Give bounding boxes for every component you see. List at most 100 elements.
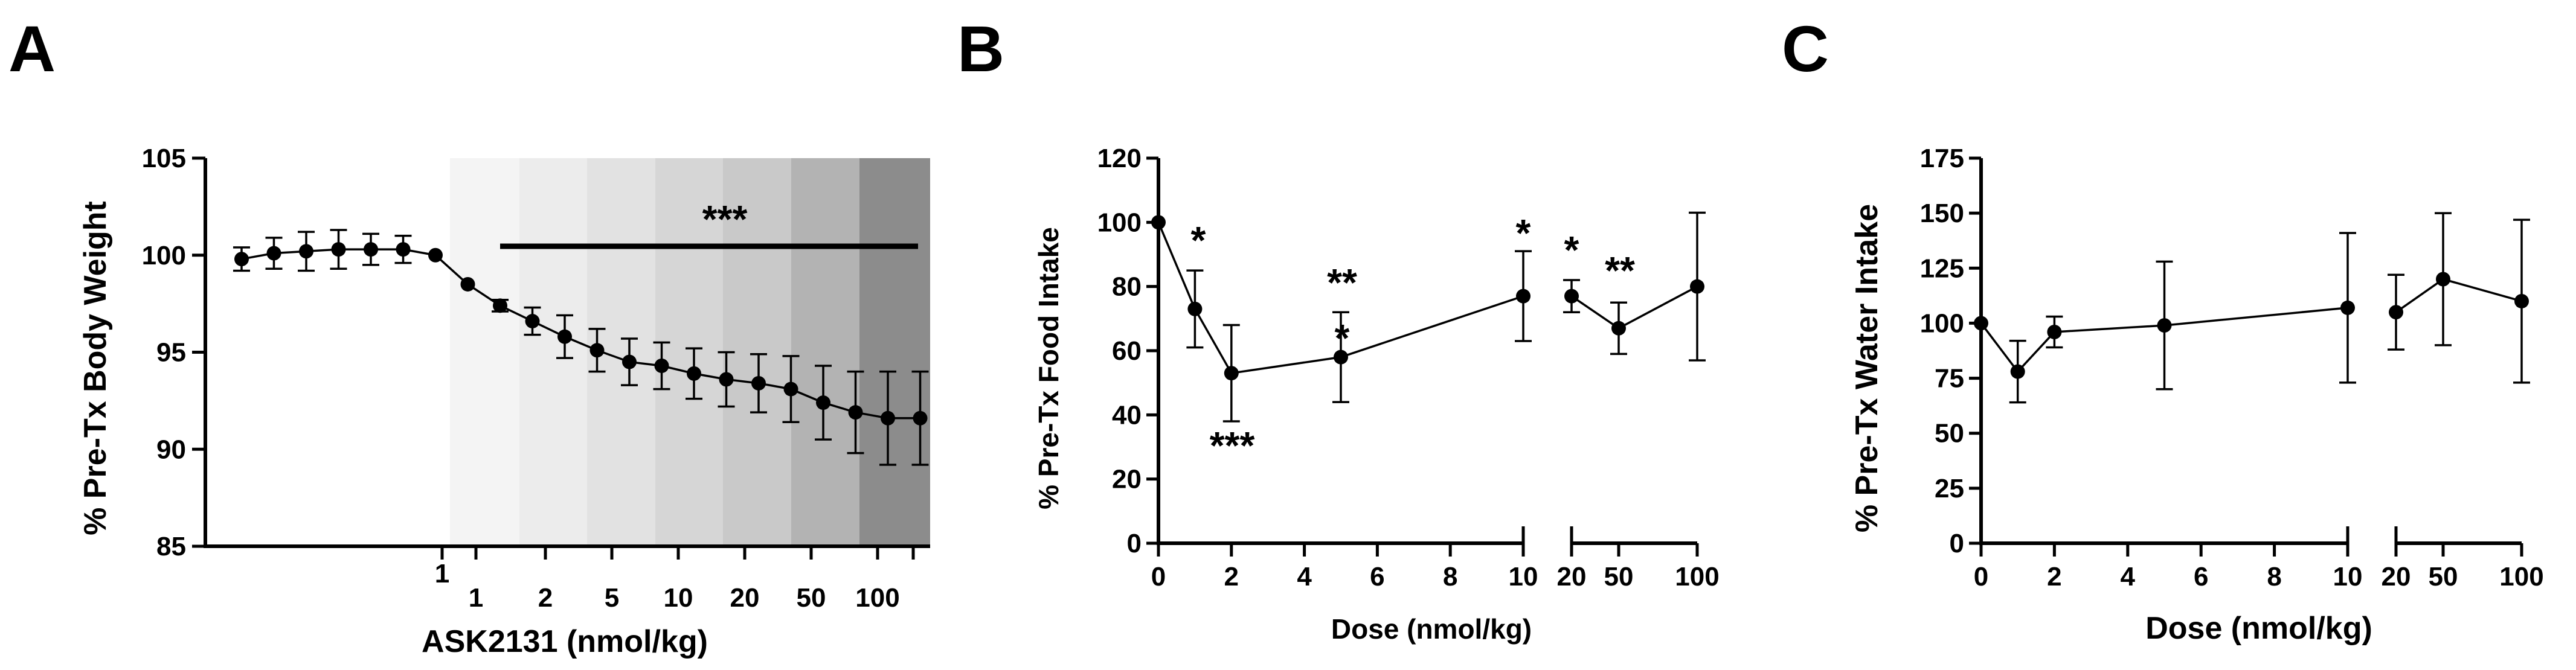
panel-b-data-point [1334,349,1348,365]
panel-a-chart: 85 90 95 100 105 11 2 5 10 20 50 100 *** [142,144,930,613]
panel-letter-a: A [8,12,56,85]
panel-a-data-point [881,410,895,426]
panel-a-data-point [331,242,346,257]
panel-a-dose-band [791,158,859,546]
panel-b-significance-label: * [1191,219,1206,262]
panel-c-chart: 0 25 50 75 100 125 150 175 0 2 4 6 8 10 20 50 100 [1920,144,2544,592]
panel-b-significance-label: ** [1327,261,1357,304]
panel-a-y-axis-title: % Pre-Tx Body Weight [78,201,113,535]
panel-b-data-point [1564,289,1579,304]
panel-a-data-point [299,244,313,259]
panel-a-data-point [816,395,830,410]
panel-b-x-tick-label: 2 [1224,562,1239,592]
panel-b-significance-label: *** [1210,424,1255,467]
panel-c-x-tick-label: 6 [2194,562,2208,592]
panel-a-x-tick-label: 1 [469,583,483,613]
panel-a-y-tick-label: 105 [142,144,186,173]
panel-a-x-tick-label: 100 [855,583,899,613]
panel-a-data-point [654,359,669,374]
panel-c-x-tick-label: 0 [1974,562,1988,592]
panel-a-y-tick-label: 85 [156,532,186,561]
panel-c-data-point [2389,305,2403,320]
panel-c-x-tick-label: 10 [2333,562,2363,592]
panel-a-x-tick-label: 20 [730,583,760,613]
panel-b-y-axis-title: % Pre-Tx Food Intake [1033,227,1064,509]
panel-b-series-line-right [1571,286,1698,330]
panel-a-x-tick-label: 5 [605,583,619,613]
panel-a-data-point [622,354,637,369]
panel-a-x-tick-label: 2 [538,583,553,613]
panel-b-x-tick-label: 4 [1297,562,1312,592]
panel-a-x-axis-title: ASK2131 (nmol/kg) [422,624,708,659]
panel-b-y-tick-label: 0 [1127,529,1142,558]
panel-b-x-axis-title: Dose (nmol/kg) [1331,613,1532,645]
panel-c-series-line-right [2395,278,2522,313]
panel-a-dose-band [519,158,587,546]
panel-b-data-point [1611,321,1626,336]
panel-a-data-point [234,252,249,267]
panel-letter-c: C [1782,12,1829,85]
panel-c-data-point [2436,272,2450,287]
panel-a-y-tick-label: 90 [156,435,186,464]
panel-a-dose-band [450,158,519,546]
panel-b-x-tick-label: 20 [1557,562,1587,592]
panel-a-data-point [751,375,766,391]
panel-a-data-point [266,246,281,261]
panel-b-x-tick-label: 10 [1509,562,1538,592]
panel-a-data-point [493,298,507,313]
panel-b-significance-label: ** [1605,249,1635,292]
panel-a-data-point [525,314,540,329]
panel-a-series-line [241,248,920,420]
panel-b-significance-label: * [1516,211,1531,255]
panel-c-x-tick-label: 100 [2499,562,2543,592]
panel-b-data-point [1187,301,1203,316]
panel-b-x-tick-label: 100 [1675,562,1719,592]
panel-a-data-point [783,381,798,397]
panel-b-y-tick-label: 40 [1112,400,1142,430]
panel-b-y-tick-label: 80 [1112,272,1142,302]
panel-c-x-tick-label: 50 [2429,562,2458,592]
panel-c-data-point [1974,316,1988,331]
panel-a-data-point [557,329,572,344]
panel-b-y-tick-label: 120 [1097,144,1142,173]
panel-a-data-point [364,242,378,257]
panel-a-data-point [719,372,734,387]
panel-c-data-point [2157,318,2172,333]
panel-a-y-tick-label: 95 [156,338,186,368]
panel-c-y-axis-title: % Pre-Tx Water Intake [1849,204,1884,532]
panel-b-data-point [1690,279,1704,294]
panel-a-data-point [687,366,701,381]
panel-c-data-point [2340,300,2355,315]
panel-b-significance-label: * [1335,316,1350,360]
panel-b-y-tick-label: 60 [1112,336,1142,366]
panel-c-x-tick-label: 2 [2047,562,2061,592]
panel-a-data-point [589,343,605,358]
panel-a-x-tick-label: 1 [435,559,449,589]
panel-c-y-tick-label: 175 [1920,144,1964,173]
panel-c-data-point [2514,293,2529,308]
panel-c-x-axis-title: Dose (nmol/kg) [2145,611,2372,646]
panel-c-y-tick-label: 125 [1920,254,1964,283]
panel-a-significance-label: *** [702,197,748,241]
panel-c-data-point [2010,364,2025,379]
panel-c-data-point [2047,325,2062,340]
panel-a-data-point [848,405,863,420]
panel-b-x-tick-label: 50 [1604,562,1634,592]
panel-b-x-tick-label: 8 [1443,562,1457,592]
panel-a-x-tick-label: 50 [797,583,826,613]
panel-a-data-point [396,242,411,257]
panel-c-y-tick-label: 100 [1920,308,1964,338]
panel-a-data-point [913,410,928,426]
panel-c-y-tick-label: 50 [1935,419,1964,448]
panel-b-data-point [1151,215,1166,230]
panel-c-y-tick-label: 0 [1950,529,1964,558]
panel-b-x-tick-label: 6 [1370,562,1384,592]
panel-a-dose-band [655,158,723,546]
panel-c-x-tick-label: 8 [2267,562,2281,592]
panel-c-x-tick-label: 20 [2382,562,2411,592]
panel-b-data-point [1224,366,1239,381]
panel-c-y-tick-label: 25 [1935,474,1964,503]
panel-b-data-point [1516,289,1531,304]
panel-a-data-point [460,276,475,292]
panel-c-x-tick-label: 4 [2121,562,2136,592]
